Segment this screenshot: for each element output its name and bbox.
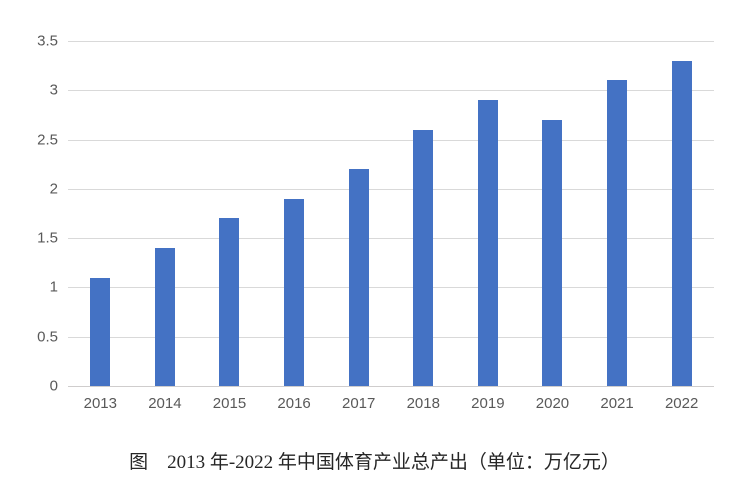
bar-2013 — [90, 277, 111, 386]
y-tick-label: 0.5 — [37, 328, 58, 346]
bar-series — [68, 41, 714, 386]
gridline — [68, 238, 714, 240]
y-axis: 0 0.5 1 1.5 2 2.5 3 3.5 — [0, 34, 58, 394]
gridline — [68, 139, 714, 141]
y-tick-label: 1 — [49, 278, 58, 296]
bar-slot — [649, 41, 714, 386]
y-tick-label: 3.5 — [37, 32, 58, 50]
x-tick-label: 2020 — [535, 395, 570, 412]
bar-slot — [391, 41, 456, 386]
x-axis-line — [68, 386, 714, 387]
plot-area — [68, 41, 714, 387]
bar-2020 — [542, 119, 563, 386]
gridline — [68, 287, 714, 289]
gridline — [68, 41, 714, 42]
x-tick-label: 2017 — [341, 395, 376, 412]
x-axis: 2013 2014 2015 2016 2017 2018 2019 2020 2021 2022 — [68, 395, 714, 413]
x-tick-label: 2022 — [664, 395, 699, 412]
gridline — [68, 90, 714, 92]
bar-2022 — [671, 60, 692, 386]
y-tick-label: 2 — [49, 180, 58, 198]
y-tick-label: 3 — [49, 81, 58, 99]
bar-2021 — [607, 80, 628, 386]
bar-2015 — [219, 218, 240, 386]
bar-slot — [520, 41, 585, 386]
bar-slot — [585, 41, 650, 386]
bar-slot — [326, 41, 391, 386]
x-tick-label: 2014 — [148, 395, 182, 412]
bar-slot — [133, 41, 198, 386]
bar-2017 — [348, 169, 369, 386]
x-tick-label: 2021 — [600, 395, 634, 412]
bar-2018 — [413, 129, 434, 386]
figure-caption: 图 2013 年-2022 年中国体育产业总产出（单位：万亿元） — [129, 452, 620, 473]
y-tick-label: 0 — [49, 377, 58, 395]
gridline — [68, 188, 714, 190]
bar-slot — [456, 41, 521, 386]
x-tick-label: 2018 — [406, 395, 440, 412]
bar-slot — [197, 41, 262, 386]
x-tick-label: 2016 — [277, 395, 311, 412]
bar-2014 — [154, 248, 175, 386]
x-tick-label: 2019 — [471, 395, 505, 412]
x-tick-label: 2015 — [212, 395, 247, 412]
bar-slot — [68, 41, 133, 386]
bar-slot — [262, 41, 327, 386]
bar-2019 — [477, 100, 498, 386]
bar-2016 — [284, 198, 305, 386]
x-tick-label: 2013 — [83, 395, 117, 412]
y-tick-label: 1.5 — [37, 229, 58, 247]
y-tick-label: 2.5 — [37, 131, 58, 149]
gridline — [68, 336, 714, 338]
